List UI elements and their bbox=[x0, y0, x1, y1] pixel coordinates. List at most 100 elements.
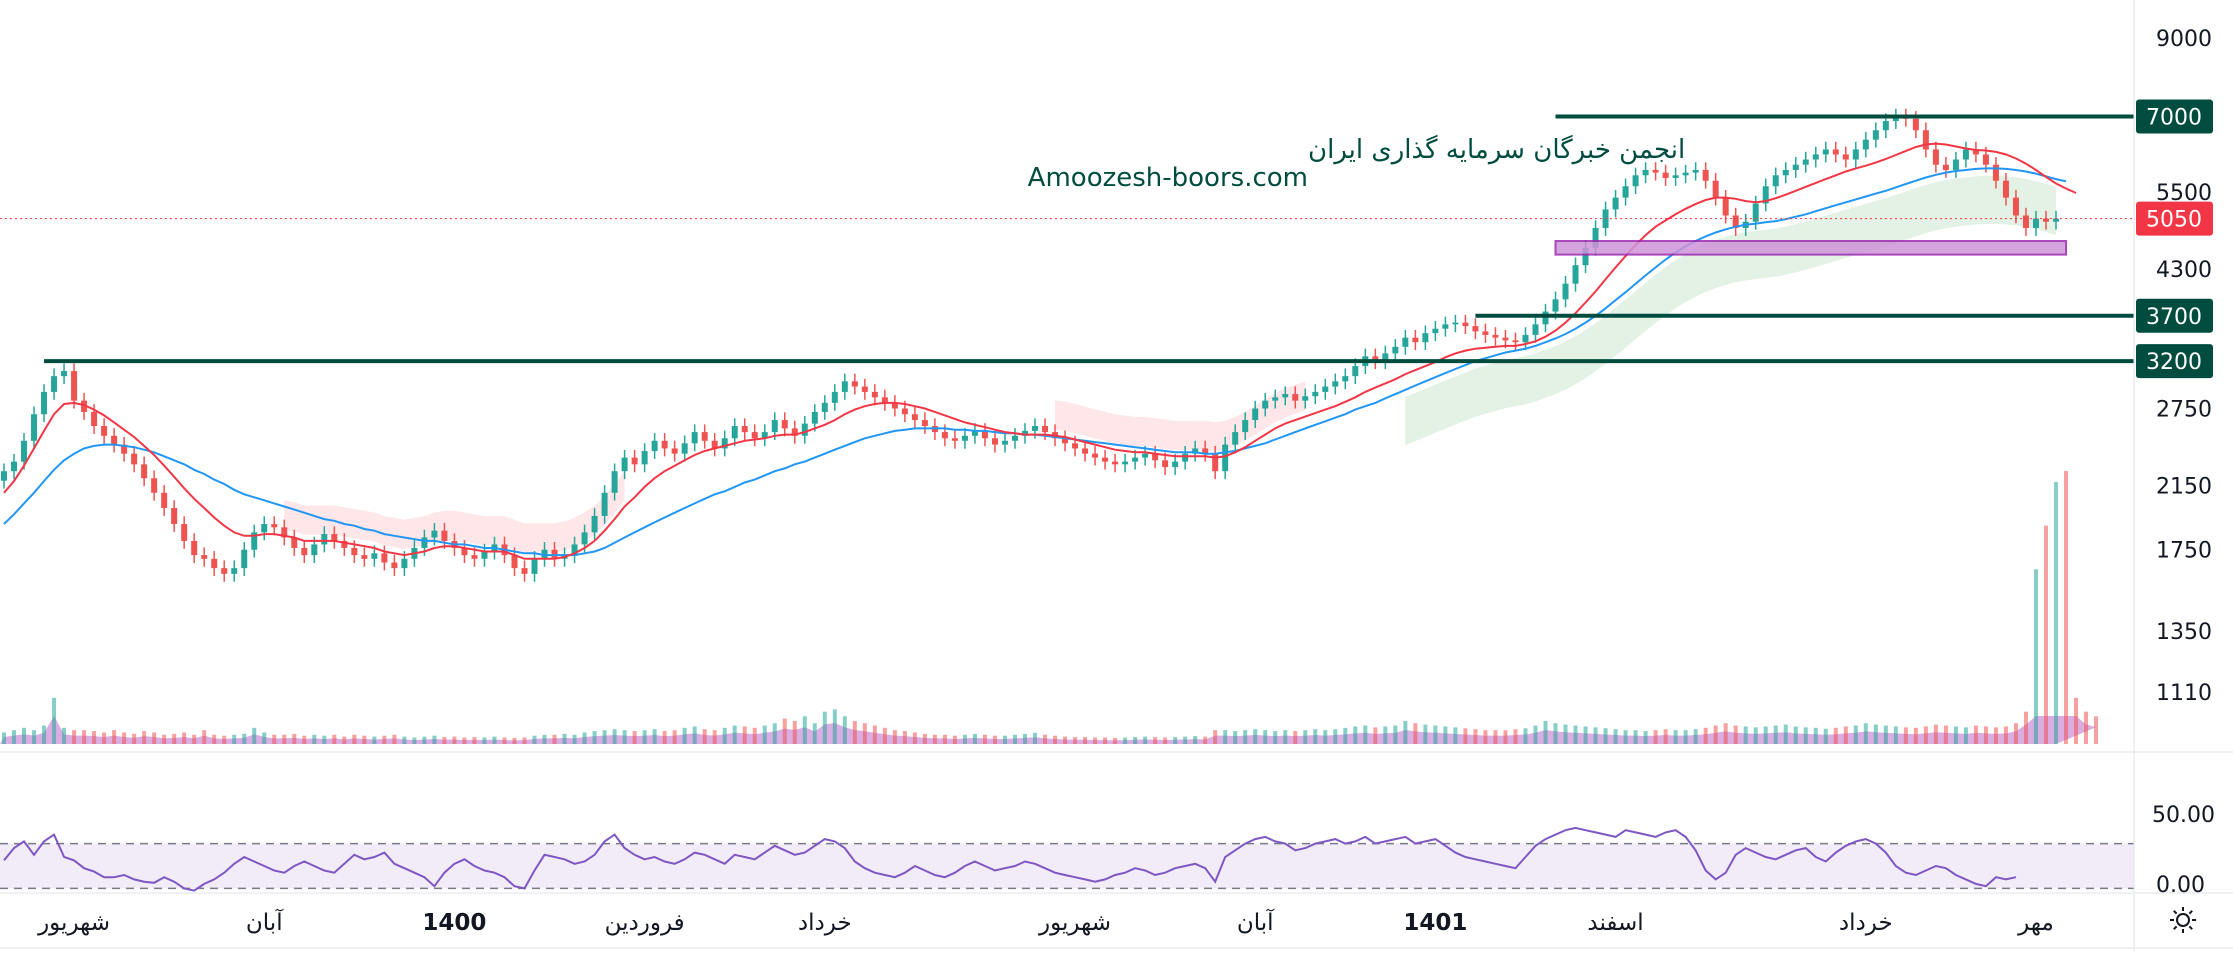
candle-body bbox=[1422, 333, 1429, 343]
candle-body bbox=[1011, 435, 1018, 441]
volume-bar bbox=[1113, 737, 1118, 744]
volume-bar bbox=[112, 730, 117, 744]
candle-body bbox=[1472, 326, 1479, 332]
candle-body bbox=[191, 540, 198, 556]
volume-bar bbox=[1693, 729, 1698, 744]
time-label: آبان bbox=[246, 908, 284, 936]
price-tick-label: 2750 bbox=[2156, 397, 2212, 422]
candle-body bbox=[811, 411, 818, 424]
volume-bar bbox=[142, 731, 147, 744]
volume-bar bbox=[1853, 725, 1858, 744]
candle-body bbox=[681, 443, 688, 454]
candle-body bbox=[991, 438, 998, 445]
volume-bar bbox=[1423, 724, 1428, 744]
volume-bar bbox=[862, 723, 867, 744]
volume-bar bbox=[682, 727, 687, 744]
volume-bar bbox=[1743, 726, 1748, 744]
volume-bar bbox=[82, 730, 87, 744]
candle-body bbox=[1572, 265, 1579, 284]
candle-body bbox=[651, 440, 658, 452]
time-label: فروردین bbox=[605, 910, 685, 936]
volume-bar bbox=[702, 729, 707, 744]
volume-bar bbox=[602, 730, 607, 744]
volume-bar bbox=[1893, 726, 1898, 744]
volume-bar bbox=[1883, 725, 1888, 744]
volume-bar bbox=[422, 736, 427, 744]
candle-body bbox=[1342, 376, 1349, 382]
volume-bar bbox=[1383, 726, 1388, 744]
volume-bar bbox=[1153, 737, 1158, 744]
candle-body bbox=[221, 568, 228, 574]
candle-body bbox=[71, 371, 78, 401]
volume-bar bbox=[392, 734, 397, 744]
volume-bar bbox=[1143, 736, 1148, 744]
volume-bar bbox=[1633, 730, 1638, 744]
candle-body bbox=[1732, 215, 1739, 228]
rsi-band bbox=[0, 843, 2134, 889]
volume-bar bbox=[1073, 737, 1078, 744]
price-tick-label: 2150 bbox=[2156, 474, 2212, 499]
candle-body bbox=[2022, 215, 2029, 228]
volume-bar bbox=[2084, 711, 2089, 744]
level-badge-label: 3200 bbox=[2146, 350, 2202, 375]
candle-body bbox=[751, 432, 758, 439]
volume-bar bbox=[132, 733, 137, 744]
sun-core bbox=[2176, 913, 2190, 927]
candle-body bbox=[1972, 149, 1979, 155]
candle-body bbox=[1202, 448, 1209, 454]
candle-body bbox=[691, 432, 698, 444]
ma-fast-line bbox=[3, 142, 2077, 560]
volume-bar bbox=[902, 731, 907, 744]
volume-bar bbox=[62, 727, 67, 744]
volume-bar bbox=[1293, 731, 1298, 744]
current-price-label: 5050 bbox=[2146, 208, 2202, 233]
candle-body bbox=[631, 457, 638, 465]
candle-body bbox=[1672, 175, 1679, 179]
volume-bar bbox=[52, 697, 57, 744]
volume-bar bbox=[1022, 733, 1027, 744]
candle-body bbox=[231, 568, 238, 574]
volume-bar bbox=[1323, 730, 1328, 744]
candle-body bbox=[1662, 172, 1669, 179]
candle-body bbox=[1512, 340, 1519, 343]
volume-bar bbox=[1763, 726, 1768, 744]
volume-bar bbox=[102, 732, 107, 744]
candle-body bbox=[1102, 457, 1109, 462]
rsi-tick-0: 0.00 bbox=[2156, 873, 2205, 898]
volume-ma-area bbox=[0, 716, 2097, 744]
volume-bar bbox=[1463, 728, 1468, 744]
volume-bar bbox=[472, 737, 477, 744]
candle-body bbox=[201, 555, 208, 559]
candle-body bbox=[841, 381, 848, 392]
candle-body bbox=[571, 544, 578, 556]
candle-body bbox=[861, 386, 868, 392]
volume-bar bbox=[1093, 737, 1098, 744]
candle-body bbox=[951, 438, 958, 441]
volume-bar bbox=[1063, 736, 1068, 744]
volume-bar bbox=[462, 737, 467, 744]
candle-body bbox=[261, 524, 268, 533]
candle-body bbox=[1992, 164, 1999, 181]
volume-bar bbox=[1183, 736, 1188, 744]
volume-bar bbox=[1083, 737, 1088, 744]
candle-body bbox=[311, 544, 318, 556]
volume-bar bbox=[42, 725, 47, 744]
candle-body bbox=[1021, 430, 1028, 436]
sun-settings-icon[interactable] bbox=[2170, 907, 2196, 933]
candle-body bbox=[1802, 159, 1809, 165]
support-zone bbox=[1554, 240, 2068, 256]
sun-ray bbox=[2188, 910, 2193, 915]
candle-body bbox=[351, 547, 358, 556]
candle-body bbox=[151, 478, 158, 493]
candle-body bbox=[1942, 164, 1949, 170]
candle-body bbox=[1502, 337, 1509, 341]
candle-body bbox=[701, 432, 708, 441]
candle-body bbox=[1402, 337, 1409, 347]
candle-body bbox=[211, 558, 218, 569]
candle-body bbox=[1812, 154, 1819, 160]
candle-body bbox=[391, 562, 398, 569]
volume-bar bbox=[1783, 724, 1788, 744]
volume-bar bbox=[992, 735, 997, 744]
